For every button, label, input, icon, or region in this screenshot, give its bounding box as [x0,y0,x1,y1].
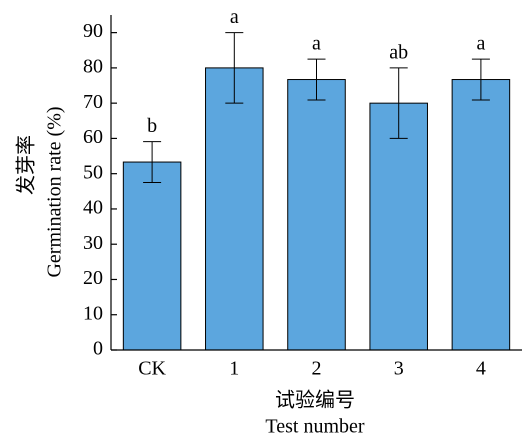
y-axis-label: 发芽率 [15,135,38,195]
y-tick-label: 20 [83,267,103,289]
bar [287,79,346,351]
y-tick-label: 80 [83,55,103,77]
y-tick-label: 10 [83,302,103,324]
y-tick-label: 40 [83,197,103,219]
x-tick-label: 2 [312,358,322,380]
significance-letter: a [230,6,239,28]
x-axis-label: 试验编号 [275,389,355,412]
x-tick-label: 3 [394,358,404,380]
significance-letter: b [147,115,157,137]
y-tick-label: 60 [83,126,103,148]
y-tick-label: 70 [83,91,103,113]
bar [451,79,511,351]
x-tick-label: CK [138,358,166,380]
significance-letter: a [312,33,321,55]
bar [369,102,428,351]
x-tick-label: 1 [229,358,239,380]
bar [122,161,182,351]
y-tick-label: 30 [83,232,103,254]
significance-letter: ab [389,41,408,63]
y-tick-label: 50 [83,161,103,183]
y-tick-label: 90 [83,20,103,42]
y-axis-label: Germination rate (%) [44,106,66,277]
bar [205,67,264,351]
y-tick-label: 0 [93,338,103,360]
x-axis-label: Test number [265,416,364,438]
significance-letter: a [476,33,485,55]
x-tick-label: 4 [476,358,486,380]
